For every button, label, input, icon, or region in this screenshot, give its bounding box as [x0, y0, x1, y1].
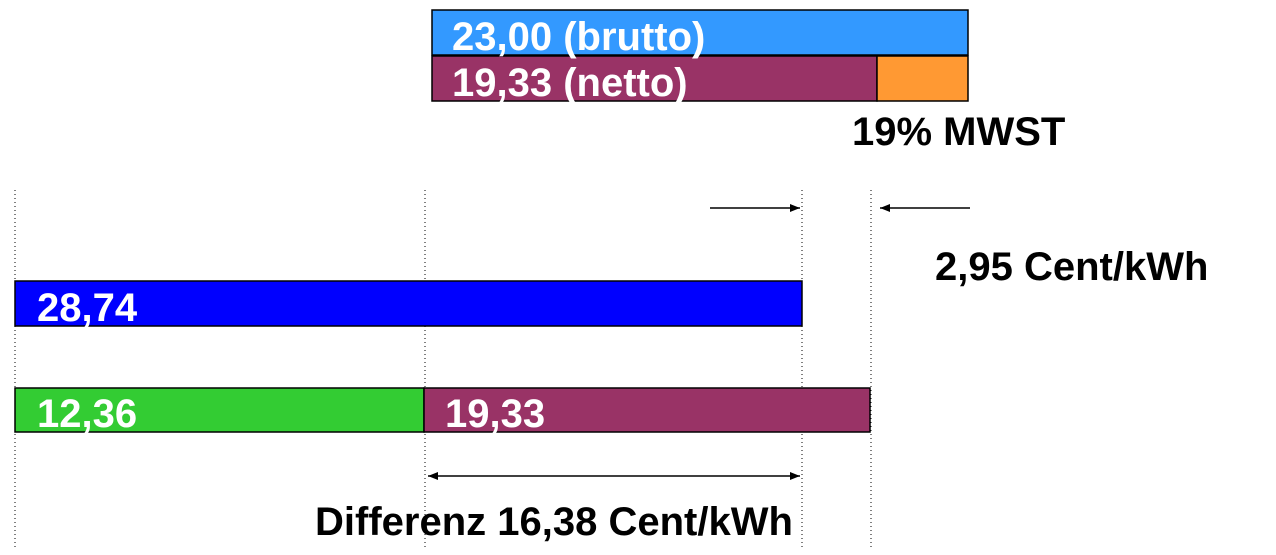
lower-right-label: 19,33	[445, 392, 545, 436]
gross-bar	[431, 9, 969, 56]
net-bar	[431, 55, 878, 102]
guide-lines	[14, 190, 872, 550]
difference-label: Differenz 16,38 Cent/kWh	[315, 500, 793, 544]
gap-label: 2,95 Cent/kWh	[935, 245, 1208, 289]
lower-right-bar	[423, 387, 871, 433]
vat-label: 19% MWST	[852, 110, 1065, 154]
lower-left-label: 12,36	[37, 392, 137, 436]
lower-left-bar	[14, 387, 425, 433]
upper-bar	[14, 280, 803, 327]
gross-label: 23,00 (brutto)	[452, 15, 705, 59]
vat-bar	[876, 55, 969, 102]
upper-bar-label: 28,74	[37, 286, 138, 330]
net-label: 19,33 (netto)	[452, 61, 688, 105]
